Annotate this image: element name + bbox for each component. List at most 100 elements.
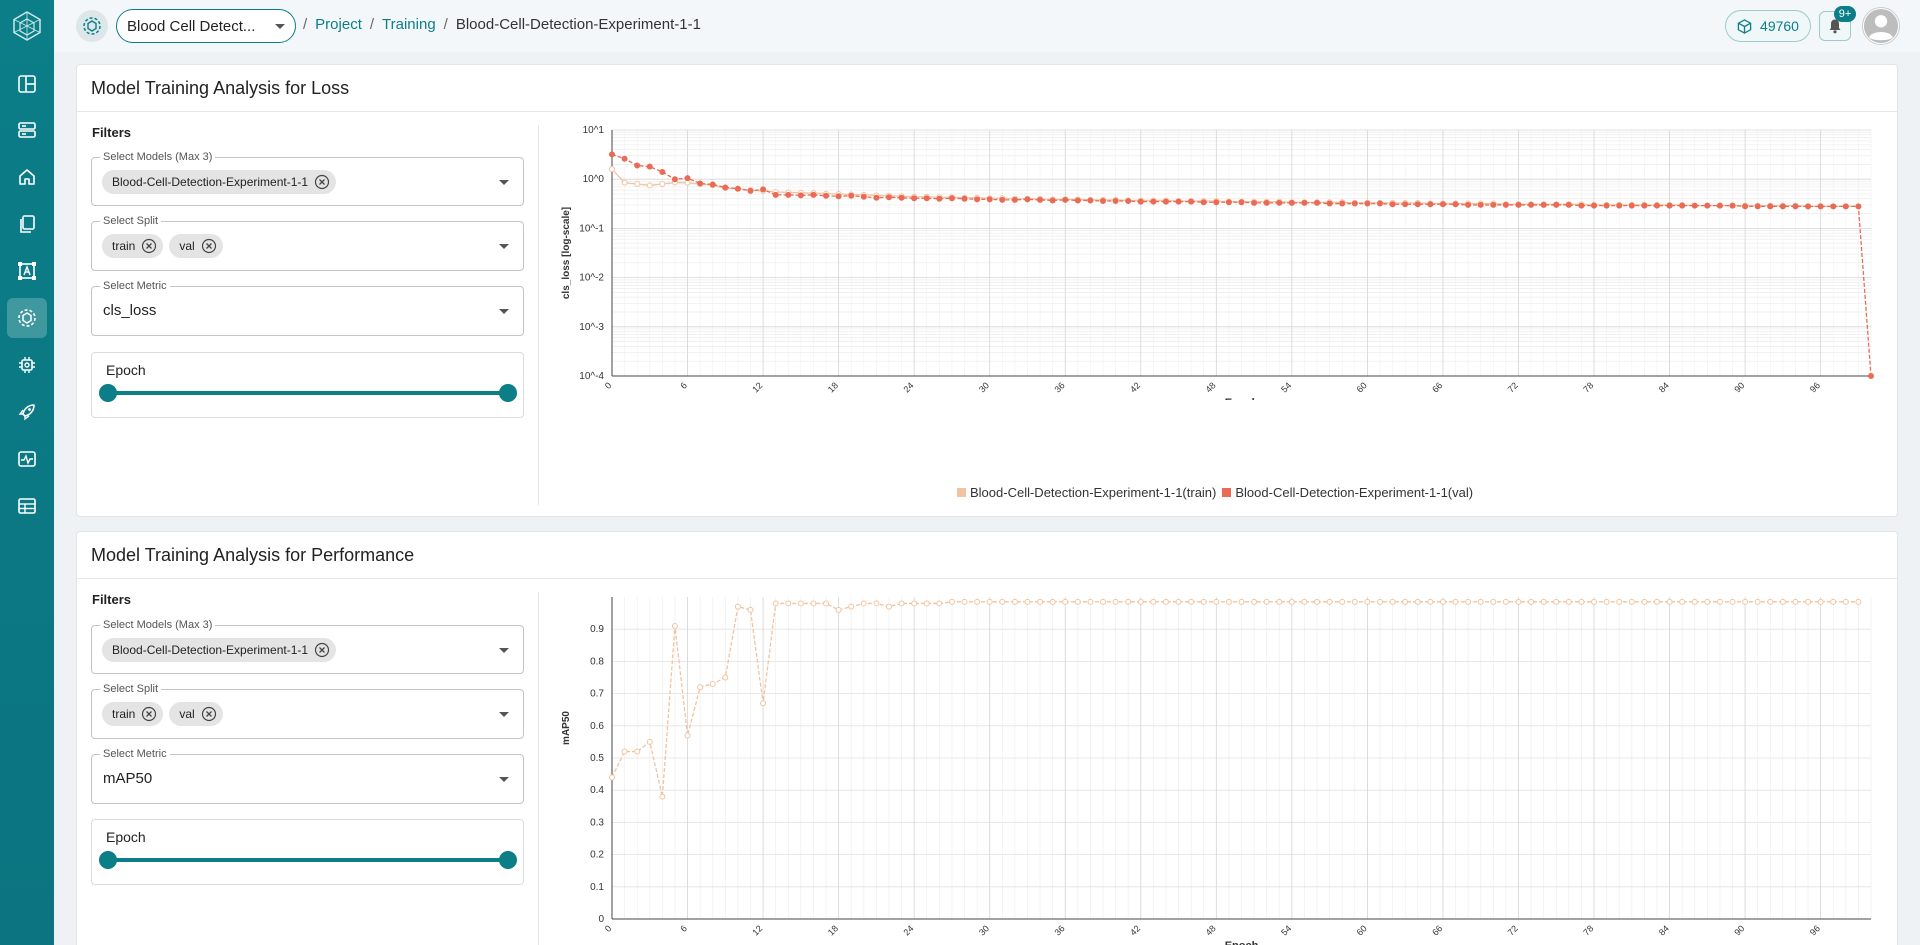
data-point [810,191,817,198]
app-logo-icon[interactable] [11,10,43,42]
x-tick-label: 0 [603,380,614,391]
project-logo[interactable] [76,10,108,42]
split-select[interactable]: Select Split train val [91,215,524,271]
data-point [747,606,754,613]
chevron-down-icon[interactable] [499,647,509,653]
epoch-slider-min-handle[interactable] [99,384,117,402]
sidebar-item-deploy[interactable] [7,392,47,432]
sidebar-item-monitor[interactable] [7,439,47,479]
loss-chart: 10^1 10^0 10^-1 10^-2 10^-3 10^-4 0 6 12 18 24 30 36… [547,110,1887,409]
split-select[interactable]: Select Split train val [91,683,524,739]
credits-button[interactable]: 49760 [1725,10,1811,42]
data-point [1162,598,1169,605]
legend-swatch [1222,488,1232,497]
x-tick-label: 12 [750,380,764,394]
data-point [923,600,930,607]
data-point [961,195,968,202]
sidebar-item-home[interactable] [7,157,47,197]
split-chip-label: val [179,707,195,721]
data-point [810,600,817,607]
legend-item-val[interactable]: Blood-Cell-Detection-Experiment-1-1(val) [1222,485,1473,500]
sidebar-item-data[interactable] [7,486,47,526]
metric-select[interactable]: Select Metric mAP50 [91,748,524,804]
documents-icon [20,215,35,233]
metric-select-label: Select Metric [100,748,170,760]
data-point [1011,598,1018,605]
remove-chip-icon[interactable] [141,238,157,254]
chevron-down-icon[interactable] [499,179,509,185]
data-point [734,603,741,610]
metric-select[interactable]: Select Metric cls_loss [91,280,524,336]
chip-icon [19,357,35,373]
data-point [1792,598,1799,605]
remove-chip-icon[interactable] [201,238,217,254]
legend-item-train[interactable]: Blood-Cell-Detection-Experiment-1-1(trai… [957,485,1216,500]
data-point [609,166,615,173]
sidebar-item-dashboard[interactable] [7,64,47,104]
models-select-label: Select Models (Max 3) [100,619,216,631]
sidebar-item-annotation[interactable] [7,251,47,291]
epoch-slider-track[interactable] [108,391,507,395]
split-chip-train: train [102,702,164,726]
data-point [1830,203,1837,210]
data-point [1842,203,1849,210]
epoch-slider-min-handle[interactable] [99,851,117,869]
sidebar-item-documents[interactable] [7,204,47,244]
x-tick-label: 84 [1657,923,1671,937]
avatar[interactable] [1862,7,1900,45]
remove-chip-icon[interactable] [141,706,157,722]
data-point [1553,201,1560,208]
data-point [1779,598,1786,605]
sidebar-item-chip[interactable] [7,345,47,385]
y-tick-label: 10^1 [583,125,605,136]
data-point [1817,598,1824,605]
data-point [734,185,741,192]
data-point [1100,198,1107,205]
breadcrumb-project[interactable]: Project [315,16,362,33]
home-icon [19,169,35,185]
data-point [1553,598,1560,605]
data-point [1729,202,1736,209]
chevron-down-icon[interactable] [499,309,509,314]
data-point [1402,201,1409,208]
sidebar-item-training[interactable] [7,298,47,338]
x-tick-label: 84 [1657,380,1671,394]
data-point [1704,598,1711,605]
project-select[interactable]: Blood Cell Detect... [116,9,296,43]
remove-chip-icon[interactable] [314,642,330,658]
data-point [1326,200,1333,207]
data-point [1301,598,1308,605]
data-point [1742,203,1749,210]
chevron-down-icon[interactable] [499,244,509,249]
x-tick-label: 54 [1279,380,1293,394]
breadcrumb-separator: / [369,16,375,33]
breadcrumb-training[interactable]: Training [382,16,436,33]
data-point [1490,598,1497,605]
models-select[interactable]: Select Models (Max 3) Blood-Cell-Detecti… [91,619,524,674]
data-point [1263,199,1270,206]
split-select-label: Select Split [100,683,162,695]
breadcrumb: / Project / Training / Blood-Cell-Detect… [303,16,701,33]
models-select[interactable]: Select Models (Max 3) Blood-Cell-Detecti… [91,151,524,206]
data-point [986,196,993,203]
data-point [1364,598,1371,605]
data-point [1792,203,1799,210]
data-point [1024,196,1031,203]
data-point [1326,598,1333,605]
sidebar [0,0,54,945]
chevron-down-icon[interactable] [499,777,509,782]
epoch-slider-max-handle[interactable] [499,851,517,869]
data-point [986,598,993,605]
epoch-slider-max-handle[interactable] [499,384,517,402]
epoch-slider-track[interactable] [108,858,507,862]
chevron-down-icon[interactable] [499,712,509,717]
split-chip-label: train [112,239,136,253]
remove-chip-icon[interactable] [201,706,217,722]
legend-label: Blood-Cell-Detection-Experiment-1-1(trai… [970,485,1217,500]
remove-chip-icon[interactable] [314,174,330,190]
data-point [1175,598,1182,605]
data-point [1225,598,1232,605]
sidebar-item-storage[interactable] [7,110,47,150]
notifications-badge: 9+ [1834,6,1856,22]
x-tick-label: 66 [1430,380,1444,394]
